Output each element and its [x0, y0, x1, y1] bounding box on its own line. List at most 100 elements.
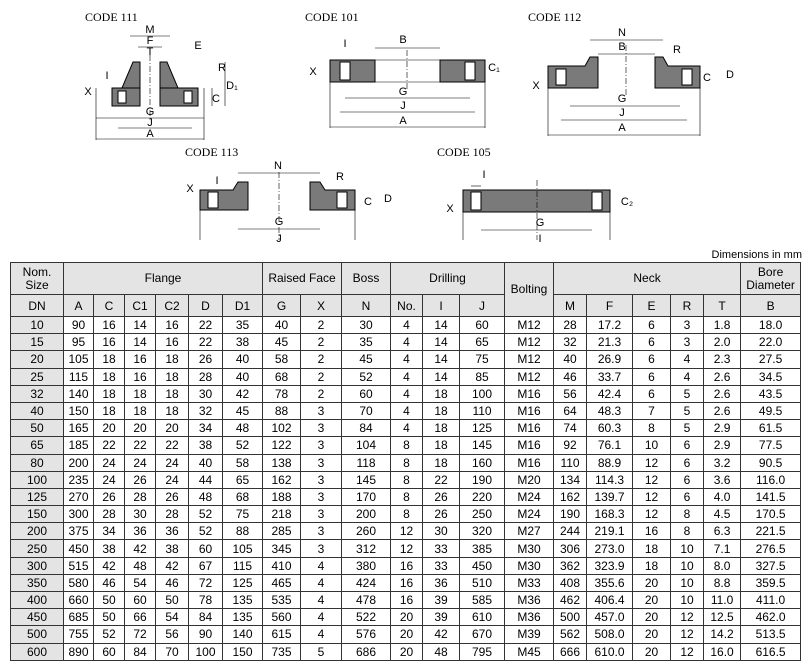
table-cell: 160 [459, 453, 506, 472]
table-cell: 424 [341, 573, 392, 593]
table-cell: 5 [300, 642, 343, 661]
table-cell: 3.6 [703, 470, 742, 489]
table-cell: 85 [459, 367, 506, 386]
table-cell: 219.1 [586, 522, 634, 541]
subheader: R [670, 294, 705, 317]
table-row: 350 580 46 54 46 72 125 465 4 424 16 36 510 M33 408 355… [10, 573, 802, 593]
table-cell: 100 [188, 642, 223, 661]
table-cell: 38 [155, 539, 189, 558]
table-cell: 33 [422, 539, 461, 558]
table-cell: 42 [221, 384, 264, 403]
table-cell: 535 [262, 590, 302, 610]
dim-label: J [147, 117, 153, 129]
table-cell: 140 [63, 384, 94, 403]
table-cell: 26 [155, 487, 189, 507]
table-cell: 16 [632, 522, 672, 541]
table-cell: 12 [632, 505, 672, 524]
table-row: 600 890 60 84 70 100 150 735 5 686 20 48 795 M45 666 61… [10, 642, 802, 661]
table-cell: 16 [390, 556, 424, 575]
table-cell: 670 [459, 625, 506, 644]
table-cell: 28 [553, 315, 588, 335]
table-cell: 40 [221, 350, 264, 369]
table-cell: 42.4 [586, 384, 634, 403]
table-row: 400 660 50 60 50 78 135 535 4 478 16 39 585 M36 462 406… [10, 590, 802, 610]
table-cell: 125 [459, 419, 506, 438]
table-cell: 116.0 [740, 470, 802, 489]
table-cell: 52 [221, 436, 264, 455]
table-cell: 34 [93, 522, 125, 541]
table-cell: 68 [262, 367, 302, 386]
table-cell: 33.7 [586, 367, 634, 386]
table-cell: 16 [155, 315, 189, 335]
table-cell: 200 [63, 453, 94, 472]
table-cell: 10 [670, 573, 705, 593]
table-row: 32 140 18 18 18 30 42 78 2 60 4 18 100 M16 56 42.4 6 5 2.6… [10, 384, 802, 403]
table-cell: 24 [93, 453, 125, 472]
flange-table: Nom. Size Flange Raised Face Boss Drilli… [10, 262, 802, 661]
table-row: 65 185 22 22 22 38 52 122 3 104 8 18 145 M16 92 76.1 10 6… [10, 436, 802, 455]
table-cell: 10 [670, 590, 705, 610]
table-cell: 8 [390, 436, 424, 455]
table-cell: 48 [124, 556, 156, 575]
table-cell: 2.3 [703, 350, 742, 369]
table-cell: 48 [422, 642, 461, 661]
table-cell: 4 [390, 419, 424, 438]
table-cell: 244 [553, 522, 588, 541]
diagram-code-112: CODE 112 N B R X C D G J A [528, 10, 734, 136]
table-cell: 46 [155, 573, 189, 593]
table-cell: 450 [63, 539, 94, 558]
table-cell: 478 [341, 590, 392, 610]
table-cell: 12 [670, 608, 705, 627]
dim-label: C [703, 72, 711, 84]
table-cell: 36 [155, 522, 189, 541]
table-cell: 52 [93, 625, 125, 644]
table-cell: 76.1 [586, 436, 634, 455]
table-cell: M20 [504, 470, 555, 489]
table-cell: 16 [155, 333, 189, 352]
table-cell: 755 [63, 625, 94, 644]
table-cell: 6 [670, 453, 705, 472]
table-cell: 3 [300, 539, 343, 558]
table-cell: 235 [63, 470, 94, 489]
table-cell: 1.8 [703, 315, 742, 335]
table-cell: 58 [262, 350, 302, 369]
table-cell: 140 [221, 625, 264, 644]
table-cell: 35 [221, 315, 264, 335]
table-cell: 8.8 [703, 573, 742, 593]
table-cell: 30 [341, 315, 392, 335]
table-row: 450 685 50 66 54 84 135 560 4 522 20 39 610 M36 500 457… [10, 608, 802, 627]
table-cell: 27.5 [740, 350, 802, 369]
table-cell: 8 [390, 505, 424, 524]
subheader: D [188, 294, 223, 317]
table-cell: 125 [10, 487, 64, 507]
table-cell: 260 [341, 522, 392, 541]
dim-label: C [212, 93, 220, 105]
table-cell: 20 [124, 419, 156, 438]
table-cell: 38 [221, 333, 264, 352]
table-row: 80 200 24 24 24 40 58 138 3 118 8 18 160 M16 110 88.9 12… [10, 453, 802, 472]
table-cell: 118 [341, 453, 392, 472]
diagram-code-101: CODE 101 I B X C₁ G J A [305, 10, 500, 128]
code-title: CODE 113 [185, 145, 238, 159]
table-cell: 8 [670, 505, 705, 524]
dim-label: J [276, 233, 282, 245]
table-cell: M30 [504, 539, 555, 558]
table-cell: 190 [553, 505, 588, 524]
dim-label: I [482, 169, 485, 181]
table-cell: 65 [221, 470, 264, 489]
dim-label: R [673, 44, 681, 56]
table-cell: 14 [422, 350, 461, 369]
table-cell: 145 [459, 436, 506, 455]
table-cell: 26 [93, 487, 125, 507]
table-cell: 104 [341, 436, 392, 455]
table-row: 500 755 52 72 56 90 140 615 4 576 20 42 670 M39 562 508… [10, 625, 802, 644]
dim-label: R [336, 171, 344, 183]
table-cell: 42 [155, 556, 189, 575]
diagram-code-111: CODE 111 M F T E R X I C D₁ G J A [84, 10, 238, 140]
table-cell: 150 [221, 642, 264, 661]
table-cell: 22 [124, 436, 156, 455]
table-cell: 8 [632, 419, 672, 438]
table-cell: 513.5 [740, 625, 802, 644]
table-cell: 64 [553, 401, 588, 421]
table-cell: 7.1 [703, 539, 742, 558]
